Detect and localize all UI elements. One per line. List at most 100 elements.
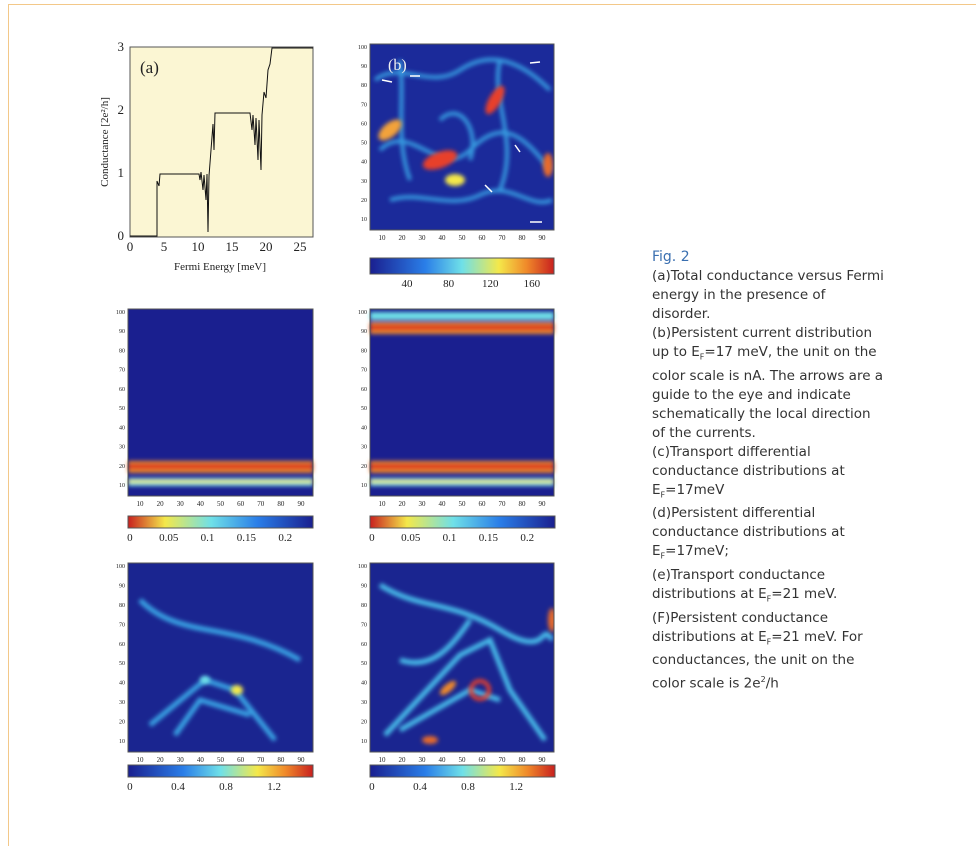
page: 01230510152025(a)Fermi Energy [meV]Condu… bbox=[0, 0, 976, 846]
caption-paragraph: (a)Total conductance versus Fermi energy… bbox=[652, 267, 884, 324]
colorbar-label: 0 bbox=[369, 781, 375, 793]
heatmap bbox=[128, 563, 313, 752]
colorbar bbox=[370, 258, 554, 274]
colorbar bbox=[128, 516, 313, 528]
y-tick-label: 20 bbox=[361, 464, 367, 470]
caption-paragraph: (b)Persistent current distribution up to… bbox=[652, 324, 884, 443]
x-tick-label: 5 bbox=[161, 239, 168, 254]
caption-text: =17meV bbox=[665, 482, 724, 498]
caption-paragraph: (d)Persistent differential conductance d… bbox=[652, 504, 884, 566]
x-tick-label: 40 bbox=[197, 756, 205, 764]
x-tick-label: 10 bbox=[137, 756, 145, 764]
y-tick-label: 40 bbox=[119, 681, 125, 687]
y-tick-label: 90 bbox=[119, 329, 125, 335]
colorbar-label: 0.2 bbox=[520, 532, 534, 544]
colorbar-label: 0.15 bbox=[237, 532, 257, 544]
colorbar-label: 0 bbox=[127, 532, 133, 544]
y-tick-label: 30 bbox=[119, 700, 125, 706]
y-tick-label: 20 bbox=[361, 720, 367, 726]
x-tick-label: 80 bbox=[519, 756, 527, 764]
x-tick-label: 70 bbox=[257, 500, 265, 508]
y-tick-label: 80 bbox=[361, 603, 367, 609]
y-tick-label: 20 bbox=[119, 720, 125, 726]
y-tick-label: 3 bbox=[118, 39, 125, 54]
y-tick-label: 1 bbox=[118, 165, 125, 180]
colorbar-label: 1.2 bbox=[267, 781, 281, 793]
x-tick-label: 20 bbox=[399, 756, 407, 764]
panel-label: (b) bbox=[388, 57, 407, 74]
x-tick-label: 50 bbox=[459, 234, 467, 242]
y-tick-label: 90 bbox=[119, 583, 125, 589]
x-tick-label: 10 bbox=[379, 756, 387, 764]
colorbar-label: 0.8 bbox=[461, 781, 475, 793]
caption: Fig. 2(a)Total conductance versus Fermi … bbox=[652, 248, 884, 694]
colorbar-label: 0.15 bbox=[479, 532, 499, 544]
x-tick-label: 70 bbox=[499, 756, 507, 764]
colorbar-label: 0.1 bbox=[201, 532, 215, 544]
y-tick-label: 10 bbox=[361, 739, 367, 745]
y-tick-label: 100 bbox=[358, 310, 367, 316]
colorbar bbox=[128, 765, 313, 777]
heatmap bbox=[370, 309, 554, 496]
y-tick-label: 90 bbox=[361, 329, 367, 335]
caption-text: =17meV; bbox=[665, 543, 729, 559]
y-tick-label: 2 bbox=[118, 102, 125, 117]
y-tick-label: 60 bbox=[361, 642, 367, 648]
y-tick-label: 60 bbox=[361, 121, 367, 127]
x-tick-label: 70 bbox=[499, 234, 507, 242]
y-tick-label: 40 bbox=[361, 681, 367, 687]
x-tick-label: 15 bbox=[226, 239, 239, 254]
colorbar-label: 0.05 bbox=[159, 532, 179, 544]
x-tick-label: 50 bbox=[459, 756, 467, 764]
x-tick-label: 20 bbox=[157, 756, 165, 764]
colorbar-label: 0.8 bbox=[219, 781, 233, 793]
y-tick-label: 60 bbox=[119, 642, 125, 648]
caption-text: /h bbox=[766, 676, 779, 692]
x-tick-label: 50 bbox=[217, 756, 225, 764]
y-tick-label: 100 bbox=[358, 564, 367, 570]
y-tick-label: 10 bbox=[119, 483, 125, 489]
y-tick-label: 50 bbox=[361, 141, 367, 147]
x-tick-label: 40 bbox=[197, 500, 205, 508]
colorbar-label: 120 bbox=[482, 278, 499, 290]
y-tick-label: 30 bbox=[361, 700, 367, 706]
colorbar-label: 0.1 bbox=[443, 532, 457, 544]
heatmap bbox=[128, 309, 313, 496]
x-tick-label: 70 bbox=[257, 756, 265, 764]
y-tick-label: 50 bbox=[119, 406, 125, 412]
x-tick-label: 90 bbox=[298, 500, 306, 508]
x-tick-label: 40 bbox=[439, 234, 447, 242]
y-tick-label: 70 bbox=[361, 368, 367, 374]
x-tick-label: 80 bbox=[519, 234, 527, 242]
x-tick-label: 30 bbox=[177, 500, 185, 508]
x-tick-label: 20 bbox=[260, 239, 273, 254]
y-tick-label: 20 bbox=[361, 198, 367, 204]
colorbar-label: 0 bbox=[369, 532, 375, 544]
x-tick-label: 80 bbox=[277, 756, 285, 764]
colorbar-label: 1.2 bbox=[509, 781, 523, 793]
colorbar-label: 80 bbox=[443, 278, 455, 290]
x-tick-label: 20 bbox=[399, 500, 407, 508]
y-tick-label: 60 bbox=[361, 387, 367, 393]
y-tick-label: 10 bbox=[361, 217, 367, 223]
y-tick-label: 70 bbox=[119, 622, 125, 628]
y-tick-label: 40 bbox=[361, 425, 367, 431]
caption-text: =21 meV. bbox=[771, 586, 837, 602]
x-tick-label: 90 bbox=[539, 500, 547, 508]
y-tick-label: 20 bbox=[119, 464, 125, 470]
y-tick-label: 50 bbox=[361, 661, 367, 667]
x-tick-label: 60 bbox=[237, 756, 245, 764]
y-tick-label: 80 bbox=[119, 603, 125, 609]
x-tick-label: 10 bbox=[379, 500, 387, 508]
caption-title: Fig. 2 bbox=[652, 248, 884, 267]
y-tick-label: 60 bbox=[119, 387, 125, 393]
heatmap bbox=[370, 563, 556, 752]
y-tick-label: 70 bbox=[361, 622, 367, 628]
x-tick-label: 20 bbox=[157, 500, 165, 508]
x-tick-label: 50 bbox=[459, 500, 467, 508]
y-tick-label: 80 bbox=[361, 83, 367, 89]
x-tick-label: 70 bbox=[499, 500, 507, 508]
colorbar-label: 40 bbox=[402, 278, 414, 290]
y-tick-label: 90 bbox=[361, 583, 367, 589]
y-axis-label: Conductance [2e²/h] bbox=[99, 97, 111, 187]
